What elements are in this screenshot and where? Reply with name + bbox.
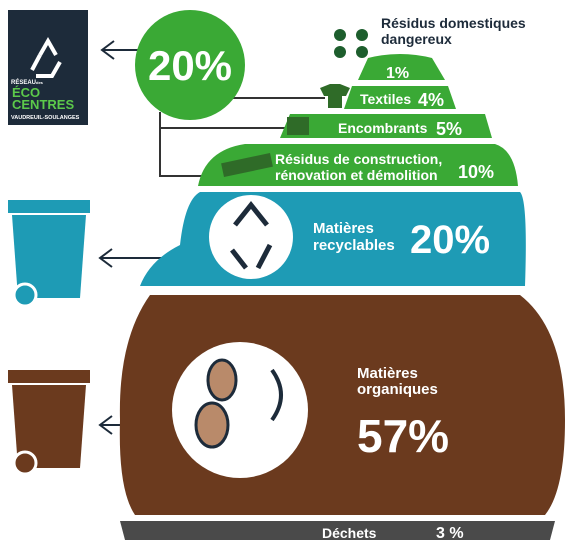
recycling-value: 20% <box>410 218 490 262</box>
bin-lid <box>8 200 90 213</box>
segment-value: 1% <box>386 65 409 82</box>
bin-wheel <box>14 284 36 306</box>
food-icon <box>196 403 228 447</box>
ecocentre-total: 20% <box>148 42 232 89</box>
hazard-icon <box>356 29 368 41</box>
organic-value: 57% <box>357 410 449 462</box>
segment-label: rénovation et démolition <box>275 167 438 183</box>
segment-value: 5% <box>436 119 462 139</box>
infographic: RÉSEAU des ÉCO CENTRES VAUDREUIL-SOULANG… <box>0 0 571 540</box>
page: {"logo":{"line1":"RÉSEAU","line1_small":… <box>0 0 571 540</box>
recycling-label: Matières <box>313 220 374 237</box>
segment-label: Textiles <box>360 91 411 107</box>
segment-label: Encombrants <box>338 120 428 136</box>
hazard-icon <box>356 46 368 58</box>
box-icon <box>287 117 309 135</box>
food-icon <box>208 360 236 400</box>
segment-label: dangereux <box>381 31 452 47</box>
segment-value: 4% <box>418 90 444 110</box>
hazard-icon <box>334 29 346 41</box>
waste-label: Déchets <box>322 525 377 540</box>
organic-label: organiques <box>357 381 438 398</box>
organic-label: Matières <box>357 365 418 382</box>
segment-label: Résidus domestiques <box>381 15 526 31</box>
recycling-label: recyclables <box>313 237 395 254</box>
organic-circle <box>172 342 308 478</box>
segment-value: 10% <box>458 162 494 182</box>
segment-label: Résidus de construction, <box>275 151 442 167</box>
logo-text: CENTRES <box>12 97 74 112</box>
hazard-icon <box>334 46 346 58</box>
waste-value: 3 % <box>436 525 464 540</box>
logo: RÉSEAU des ÉCO CENTRES VAUDREUIL-SOULANG… <box>8 10 88 125</box>
shirt-icon <box>320 84 350 108</box>
bin-wheel <box>14 452 36 474</box>
logo-text: VAUDREUIL-SOULANGES <box>11 115 80 121</box>
bin-lid <box>8 370 90 383</box>
